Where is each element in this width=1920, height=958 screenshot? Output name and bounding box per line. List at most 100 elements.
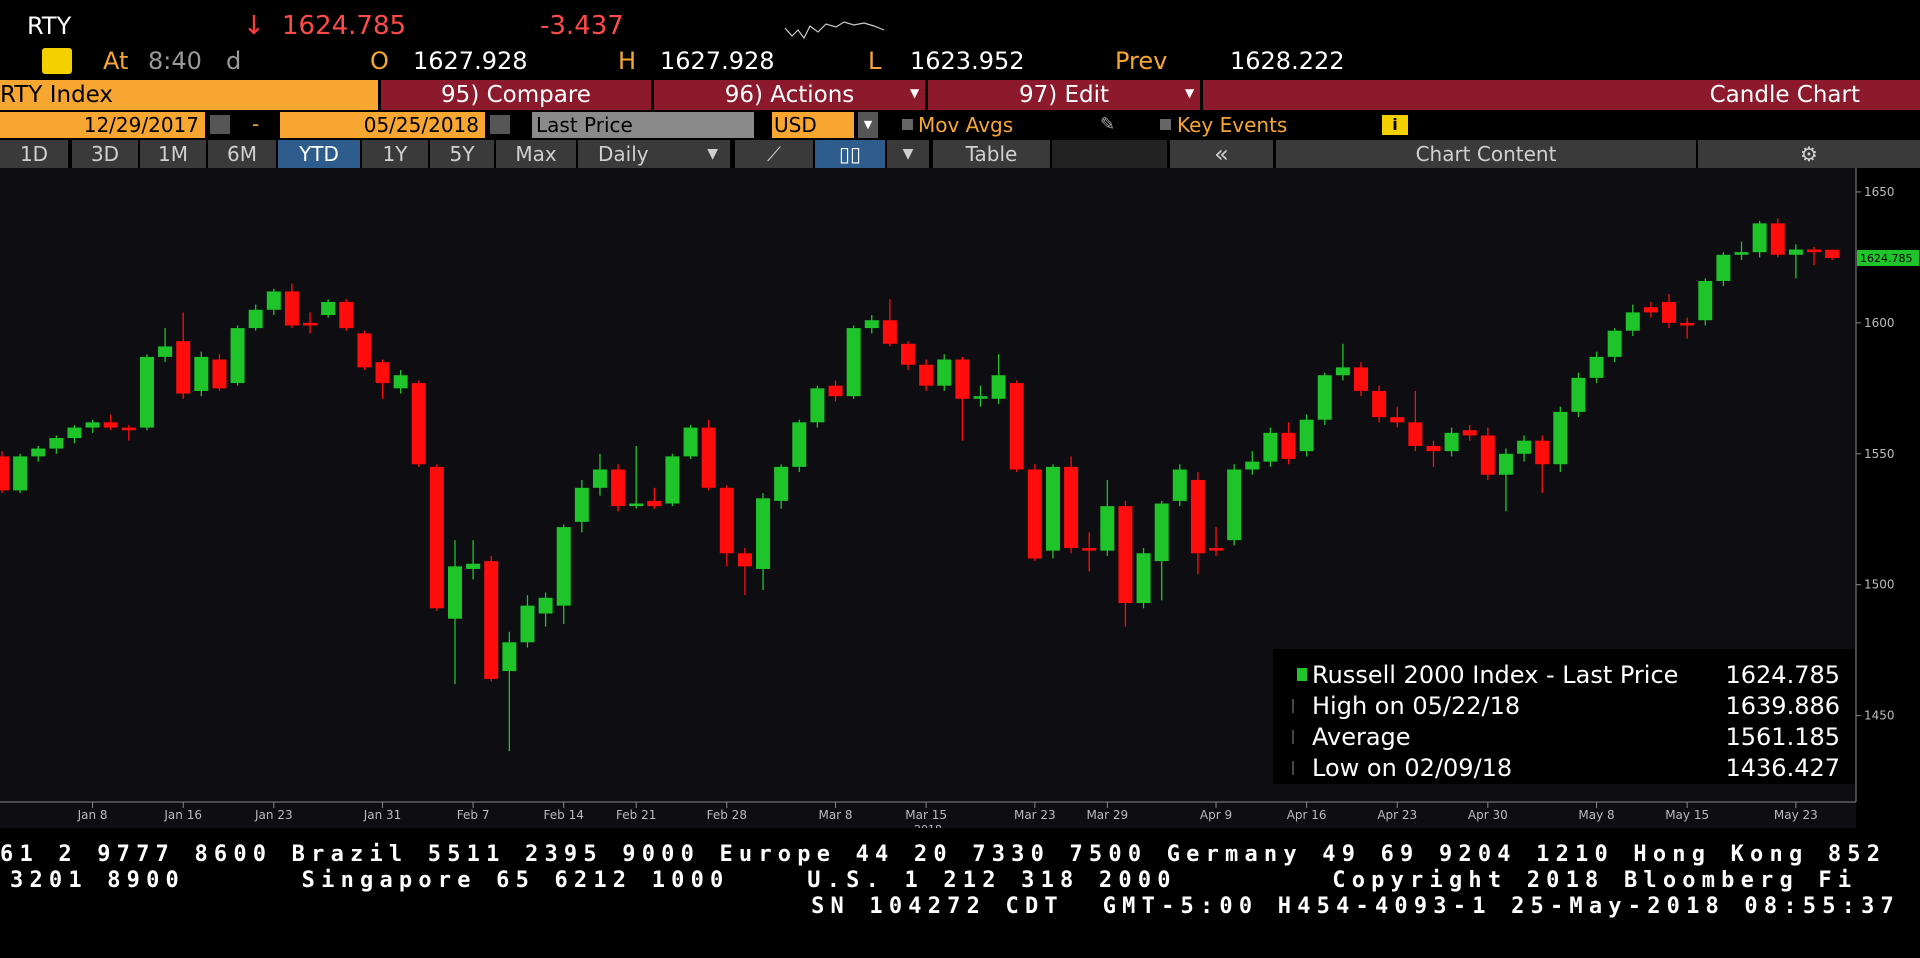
settings-button[interactable]: ⚙ [1698,140,1920,168]
candle-body [1154,503,1169,562]
dropdown-arrow: ▼ [707,146,718,162]
y-tick-label: 1650 [1864,185,1895,199]
calendar-icon[interactable] [210,115,230,134]
range-button[interactable]: 1M [140,140,206,168]
dropdown-arrow[interactable]: ▼ [887,140,929,168]
x-tick-label: Feb 7 [457,808,490,822]
checkbox[interactable] [1160,119,1171,130]
mov-avgs[interactable]: Mov Avgs [918,113,1014,137]
checkbox[interactable] [902,119,913,130]
x-tick-label: Feb 28 [707,808,747,822]
legend-value: 1624.785 [1725,661,1840,689]
candle-body [284,291,299,326]
x-tick-label: Jan 31 [363,808,402,822]
key-events[interactable]: Key Events [1177,113,1288,137]
last-price-label: 1624.785 [1860,252,1913,265]
range-button[interactable]: 1Y [362,140,428,168]
candle-body [1064,466,1079,549]
candle-body [1807,249,1821,253]
chart-content-button[interactable]: Chart Content [1276,140,1696,168]
range-button[interactable]: 1D [0,140,68,168]
candle-body [1535,440,1550,465]
footer-line: 61 2 9777 8600 Brazil 5511 2395 9000 Eur… [0,842,1887,867]
field-select[interactable]: Last Price [532,112,754,138]
candle-body [1390,417,1405,423]
prev-label: Prev [1115,47,1168,75]
candle-body [647,500,662,507]
candle-body [1825,249,1840,258]
candle-body [266,291,281,310]
candle-body [0,456,9,491]
candle-body [828,385,843,397]
compare-button[interactable]: 95) Compare [381,80,651,110]
period-label: Daily [598,142,649,166]
calendar-icon[interactable] [490,115,510,134]
candle-body [303,322,318,326]
x-tick-label: Mar 23 [1014,808,1056,822]
candle-body [937,359,952,386]
x-year-label: 2018 [914,823,942,828]
y-tick-label: 1550 [1864,447,1895,461]
period-select[interactable]: Daily ▼ [578,140,730,168]
candle-body [1372,390,1387,418]
pen-icon[interactable]: ✎ [1100,114,1116,135]
candle-body [248,309,263,329]
alert-icon[interactable] [42,48,72,74]
candle-body [1335,367,1350,376]
candle-body [719,487,734,554]
last-price: 1624.785 [282,11,407,41]
table-button[interactable]: Table [933,140,1050,168]
x-tick-label: Apr 16 [1287,808,1327,822]
candle-body [230,328,245,384]
actions-button[interactable]: 96) Actions [654,80,925,110]
dropdown-arrow[interactable]: ▼ [858,112,878,138]
axis-background [1856,168,1920,828]
info-icon[interactable]: i [1382,115,1408,135]
candle-body [1172,469,1187,501]
candle-body [1354,367,1368,391]
net-change: -3.437 [540,11,624,41]
down-arrow: ↓ [243,11,265,41]
currency-select[interactable]: USD [772,112,854,138]
range-button[interactable]: Max [496,140,576,168]
x-tick-label: Jan 8 [77,808,108,822]
security[interactable]: RTY Index [0,80,378,110]
range-button[interactable]: YTD [278,140,360,168]
candle-body [1263,432,1278,462]
x-tick-label: Mar 8 [818,808,852,822]
range-button[interactable]: 3D [72,140,138,168]
range-button[interactable]: 6M [208,140,276,168]
end-date[interactable]: 05/25/2018 [280,112,485,138]
candle-body [411,383,426,465]
x-tick-label: Apr 9 [1200,808,1232,822]
candle-body [1517,440,1532,454]
candle-body [194,356,209,391]
candle-body [556,527,571,606]
x-tick-label: May 8 [1578,808,1614,822]
candle-body [49,438,64,449]
collapse-button[interactable]: « [1170,140,1273,168]
edit-button[interactable]: 97) Edit [928,80,1200,110]
candle-body [1498,453,1513,475]
candle-body [1027,469,1042,559]
candle-body [339,301,354,329]
time-flag: d [226,47,242,75]
candle-body [1662,301,1677,323]
candle-body [1082,548,1097,551]
dropdown-arrow: ▼ [1185,86,1195,100]
candle-body [882,320,897,344]
candle-button[interactable]: ▯▯ [815,140,885,168]
start-date[interactable]: 12/29/2017 [0,112,205,138]
candle-body [1408,422,1423,446]
range-button[interactable]: 5Y [430,140,494,168]
candle-body [574,487,589,522]
line-chart-button[interactable]: ⟋ [735,140,813,168]
candle-body [1136,553,1151,604]
y-tick-label: 1600 [1864,316,1895,330]
y-tick-label: 1450 [1864,709,1895,723]
time: 8:40 [148,47,202,75]
x-tick-label: Jan 16 [163,808,202,822]
candle-body [484,561,499,679]
candle-body [121,427,136,431]
